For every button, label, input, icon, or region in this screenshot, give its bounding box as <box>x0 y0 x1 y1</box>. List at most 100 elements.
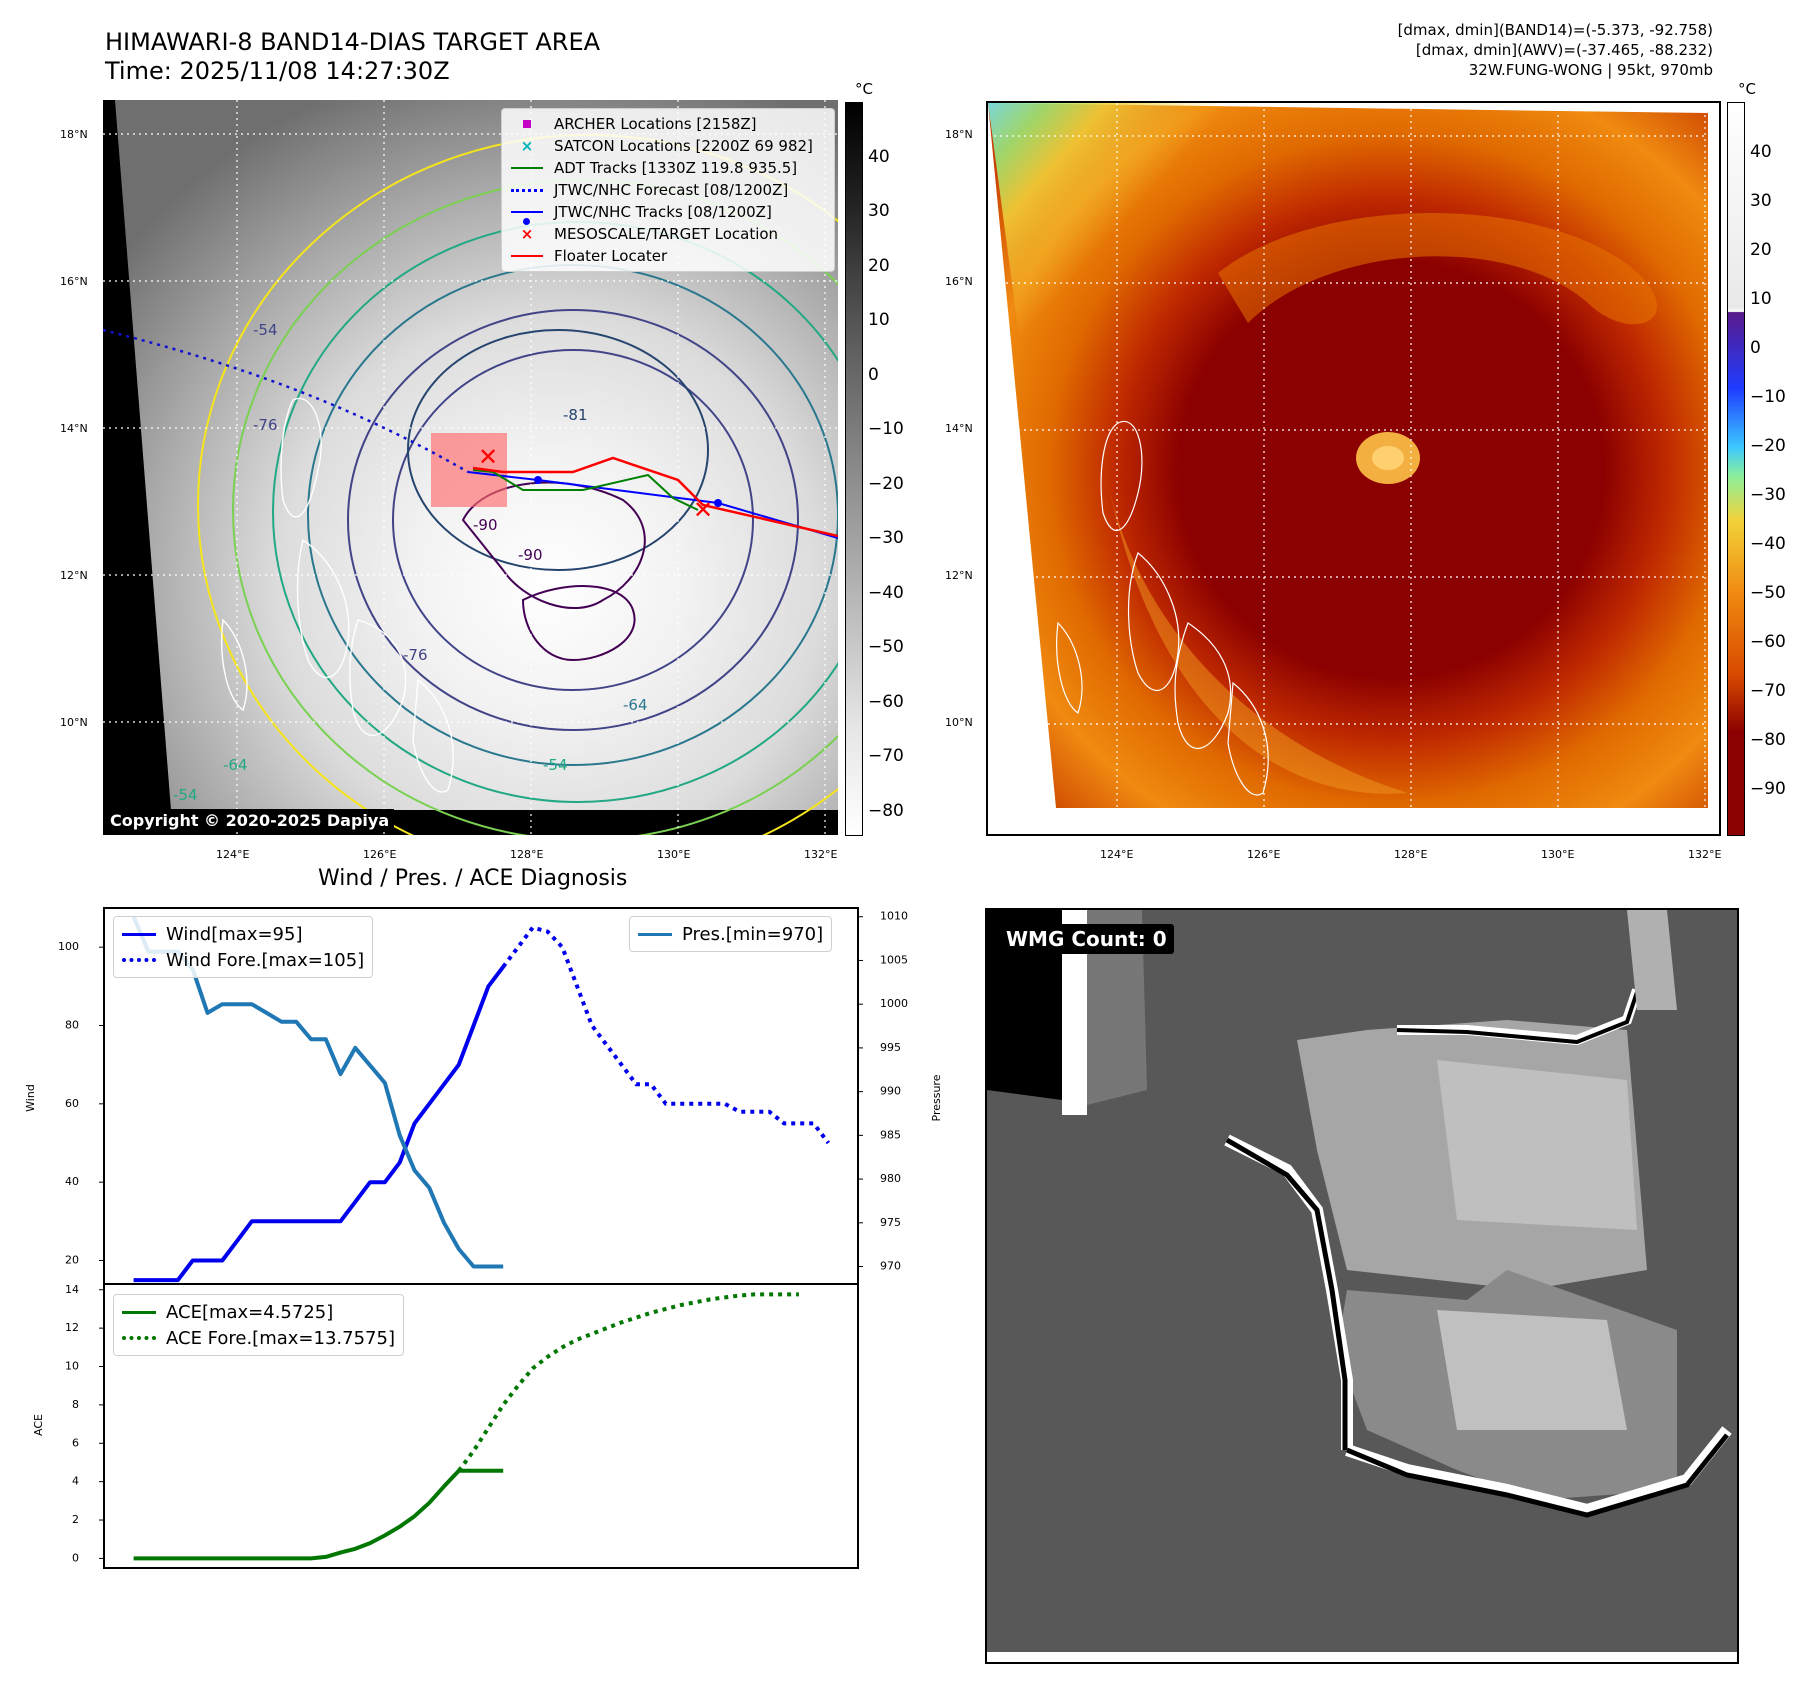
legend-wind-fore: Wind Fore.[max=105] <box>122 947 364 973</box>
diag-marks <box>131 915 830 1561</box>
pressure-tick-label: 1005 <box>880 953 908 966</box>
lon-tick: 132°E <box>804 848 838 861</box>
gray-cb-tick: −70 <box>868 746 904 766</box>
legend-item-adt: ADT Tracks [1330Z 119.8 935.5] <box>510 157 826 179</box>
lon-tick: 126°E <box>1247 848 1281 861</box>
gray-cb-tick: 20 <box>868 256 890 276</box>
pressure-tick-label: 975 <box>880 1216 901 1229</box>
lon-tick: 130°E <box>1541 848 1575 861</box>
diag-chart: 1008060402010101005100099599098598097597… <box>24 907 943 1569</box>
series-line-ace-fore <box>457 1292 799 1472</box>
series-line-wind <box>133 965 505 1283</box>
target-marker: ✕ <box>478 443 498 471</box>
legend-item-jtwc-forecast: JTWC/NHC Forecast [08/1200Z] <box>510 179 826 201</box>
gray-cb-tick: −10 <box>868 419 904 439</box>
lon-tick: 124°E <box>1100 848 1134 861</box>
lat-tick: 14°N <box>60 422 88 435</box>
contour-labels: -54 -64 -76 -90 -81 -54 -64 -76 -90 -54 <box>173 321 648 804</box>
diag-title: Wind / Pres. / ACE Diagnosis <box>318 866 628 891</box>
color-cb-tick: −40 <box>1750 534 1786 554</box>
diag-ticks: 1008060402010101005100099599098598097597… <box>58 910 908 1565</box>
adt-track <box>472 469 699 511</box>
lat-tick: 12°N <box>60 569 88 582</box>
wind-tick-label: 100 <box>58 940 79 953</box>
pressure-tick-label: 1000 <box>880 997 908 1010</box>
legend-ace: ACE[max=4.5725] <box>122 1299 395 1325</box>
wind-axis-label: Wind <box>24 1084 37 1112</box>
pressure-tick-label: 985 <box>880 1128 901 1141</box>
lon-tick: 128°E <box>1394 848 1428 861</box>
ir-map-panel: ✕ ✕ -54 -64 -76 -90 -81 -54 -64 -76 -90 … <box>102 100 979 876</box>
legend-item-target: × MESOSCALE/TARGET Location <box>520 225 779 243</box>
gray-cb-tick: −30 <box>868 528 904 548</box>
contour-label: -64 <box>223 756 248 774</box>
contour-label: -76 <box>253 416 278 434</box>
floater-track <box>472 456 839 538</box>
color-cb-tick: 10 <box>1750 289 1772 309</box>
contour-label: -54 <box>253 321 278 339</box>
gray-cb-tick: 30 <box>868 201 890 221</box>
ace-tick-label: 4 <box>72 1475 79 1488</box>
legend-wind: Wind[max=95] <box>122 921 364 947</box>
color-colorbar-unit: °C <box>1738 80 1756 98</box>
contour-label: -90 <box>473 516 498 534</box>
pressure-tick-label: 980 <box>880 1172 901 1185</box>
color-cb-tick: 30 <box>1750 191 1772 211</box>
title-line-1: HIMAWARI-8 BAND14-DIAS TARGET AREA <box>105 28 601 56</box>
series-line-wind-fore <box>501 925 830 1145</box>
color-cb-tick: −50 <box>1750 583 1786 603</box>
color-ir-map-image <box>988 103 1719 834</box>
color-cb-tick: −90 <box>1750 779 1786 799</box>
wmg-image <box>987 910 1737 1662</box>
gray-cb-tick: −80 <box>868 801 904 821</box>
lat-tick: 18°N <box>945 128 973 141</box>
wind-tick-label: 80 <box>65 1019 79 1032</box>
info-line-1: [dmax, dmin](BAND14)=(-5.373, -92.758) <box>1397 21 1713 39</box>
wind-legend: Wind[max=95] Wind Fore.[max=105] <box>113 916 374 978</box>
lat-tick: 16°N <box>60 275 88 288</box>
wmg-panel: WMG Count: 0 <box>985 908 1739 1664</box>
ace-tick-label: 6 <box>72 1436 79 1449</box>
contour-label: -90 <box>518 546 543 564</box>
ace-axis-label: ACE <box>32 1414 45 1436</box>
info-line-2: [dmax, dmin](AWV)=(-37.465, -88.232) <box>1415 41 1713 59</box>
ace-tick-label: 2 <box>72 1513 79 1526</box>
color-cb-tick: −10 <box>1750 387 1786 407</box>
lon-tick: 126°E <box>363 848 397 861</box>
gray-cb-tick: −20 <box>868 474 904 494</box>
wind-tick-label: 60 <box>65 1097 79 1110</box>
lon-tick: 132°E <box>1688 848 1722 861</box>
color-cb-tick: 0 <box>1750 338 1761 358</box>
lat-tick: 18°N <box>60 128 88 141</box>
color-cb-tick: −70 <box>1750 681 1786 701</box>
contour-label: -54 <box>543 756 568 774</box>
ace-tick-label: 14 <box>65 1283 79 1296</box>
gray-cb-tick: −40 <box>868 583 904 603</box>
gray-cb-tick: 0 <box>868 365 879 385</box>
color-cb-tick: −60 <box>1750 632 1786 652</box>
legend-ace-fore: ACE Fore.[max=13.7575] <box>122 1325 395 1351</box>
pressure-tick-label: 990 <box>880 1085 901 1098</box>
lat-tick: 10°N <box>945 716 973 729</box>
legend-item-jtwc-tracks: JTWC/NHC Tracks [08/1200Z] <box>510 201 826 225</box>
copyright-label: Copyright © 2020-2025 Dapiya <box>105 809 395 832</box>
lon-tick: 130°E <box>657 848 691 861</box>
gray-cb-tick: 40 <box>868 147 890 167</box>
legend-item-satcon: × SATCON Locations [2200Z 69 982] <box>520 137 813 155</box>
color-map-grid <box>988 103 1719 834</box>
jtwc-track <box>467 471 839 539</box>
info-line-3: 32W.FUNG-WONG | 95kt, 970mb <box>1468 61 1713 79</box>
title-line-2: Time: 2025/11/08 14:27:30Z <box>105 57 450 85</box>
color-cb-tick: −80 <box>1750 730 1786 750</box>
color-cb-tick: −20 <box>1750 436 1786 456</box>
lat-tick: 14°N <box>945 422 973 435</box>
contour-label: -76 <box>403 646 428 664</box>
lon-tick: 124°E <box>216 848 250 861</box>
gray-cb-tick: −60 <box>868 692 904 712</box>
gray-colorbar-unit: °C <box>855 80 873 98</box>
pressure-legend: Pres.[min=970] <box>629 916 833 952</box>
ace-tick-label: 12 <box>65 1321 79 1334</box>
diag-frame <box>103 907 859 1569</box>
color-ir-map-panel <box>986 101 1721 836</box>
gray-cb-tick: −50 <box>868 637 904 657</box>
